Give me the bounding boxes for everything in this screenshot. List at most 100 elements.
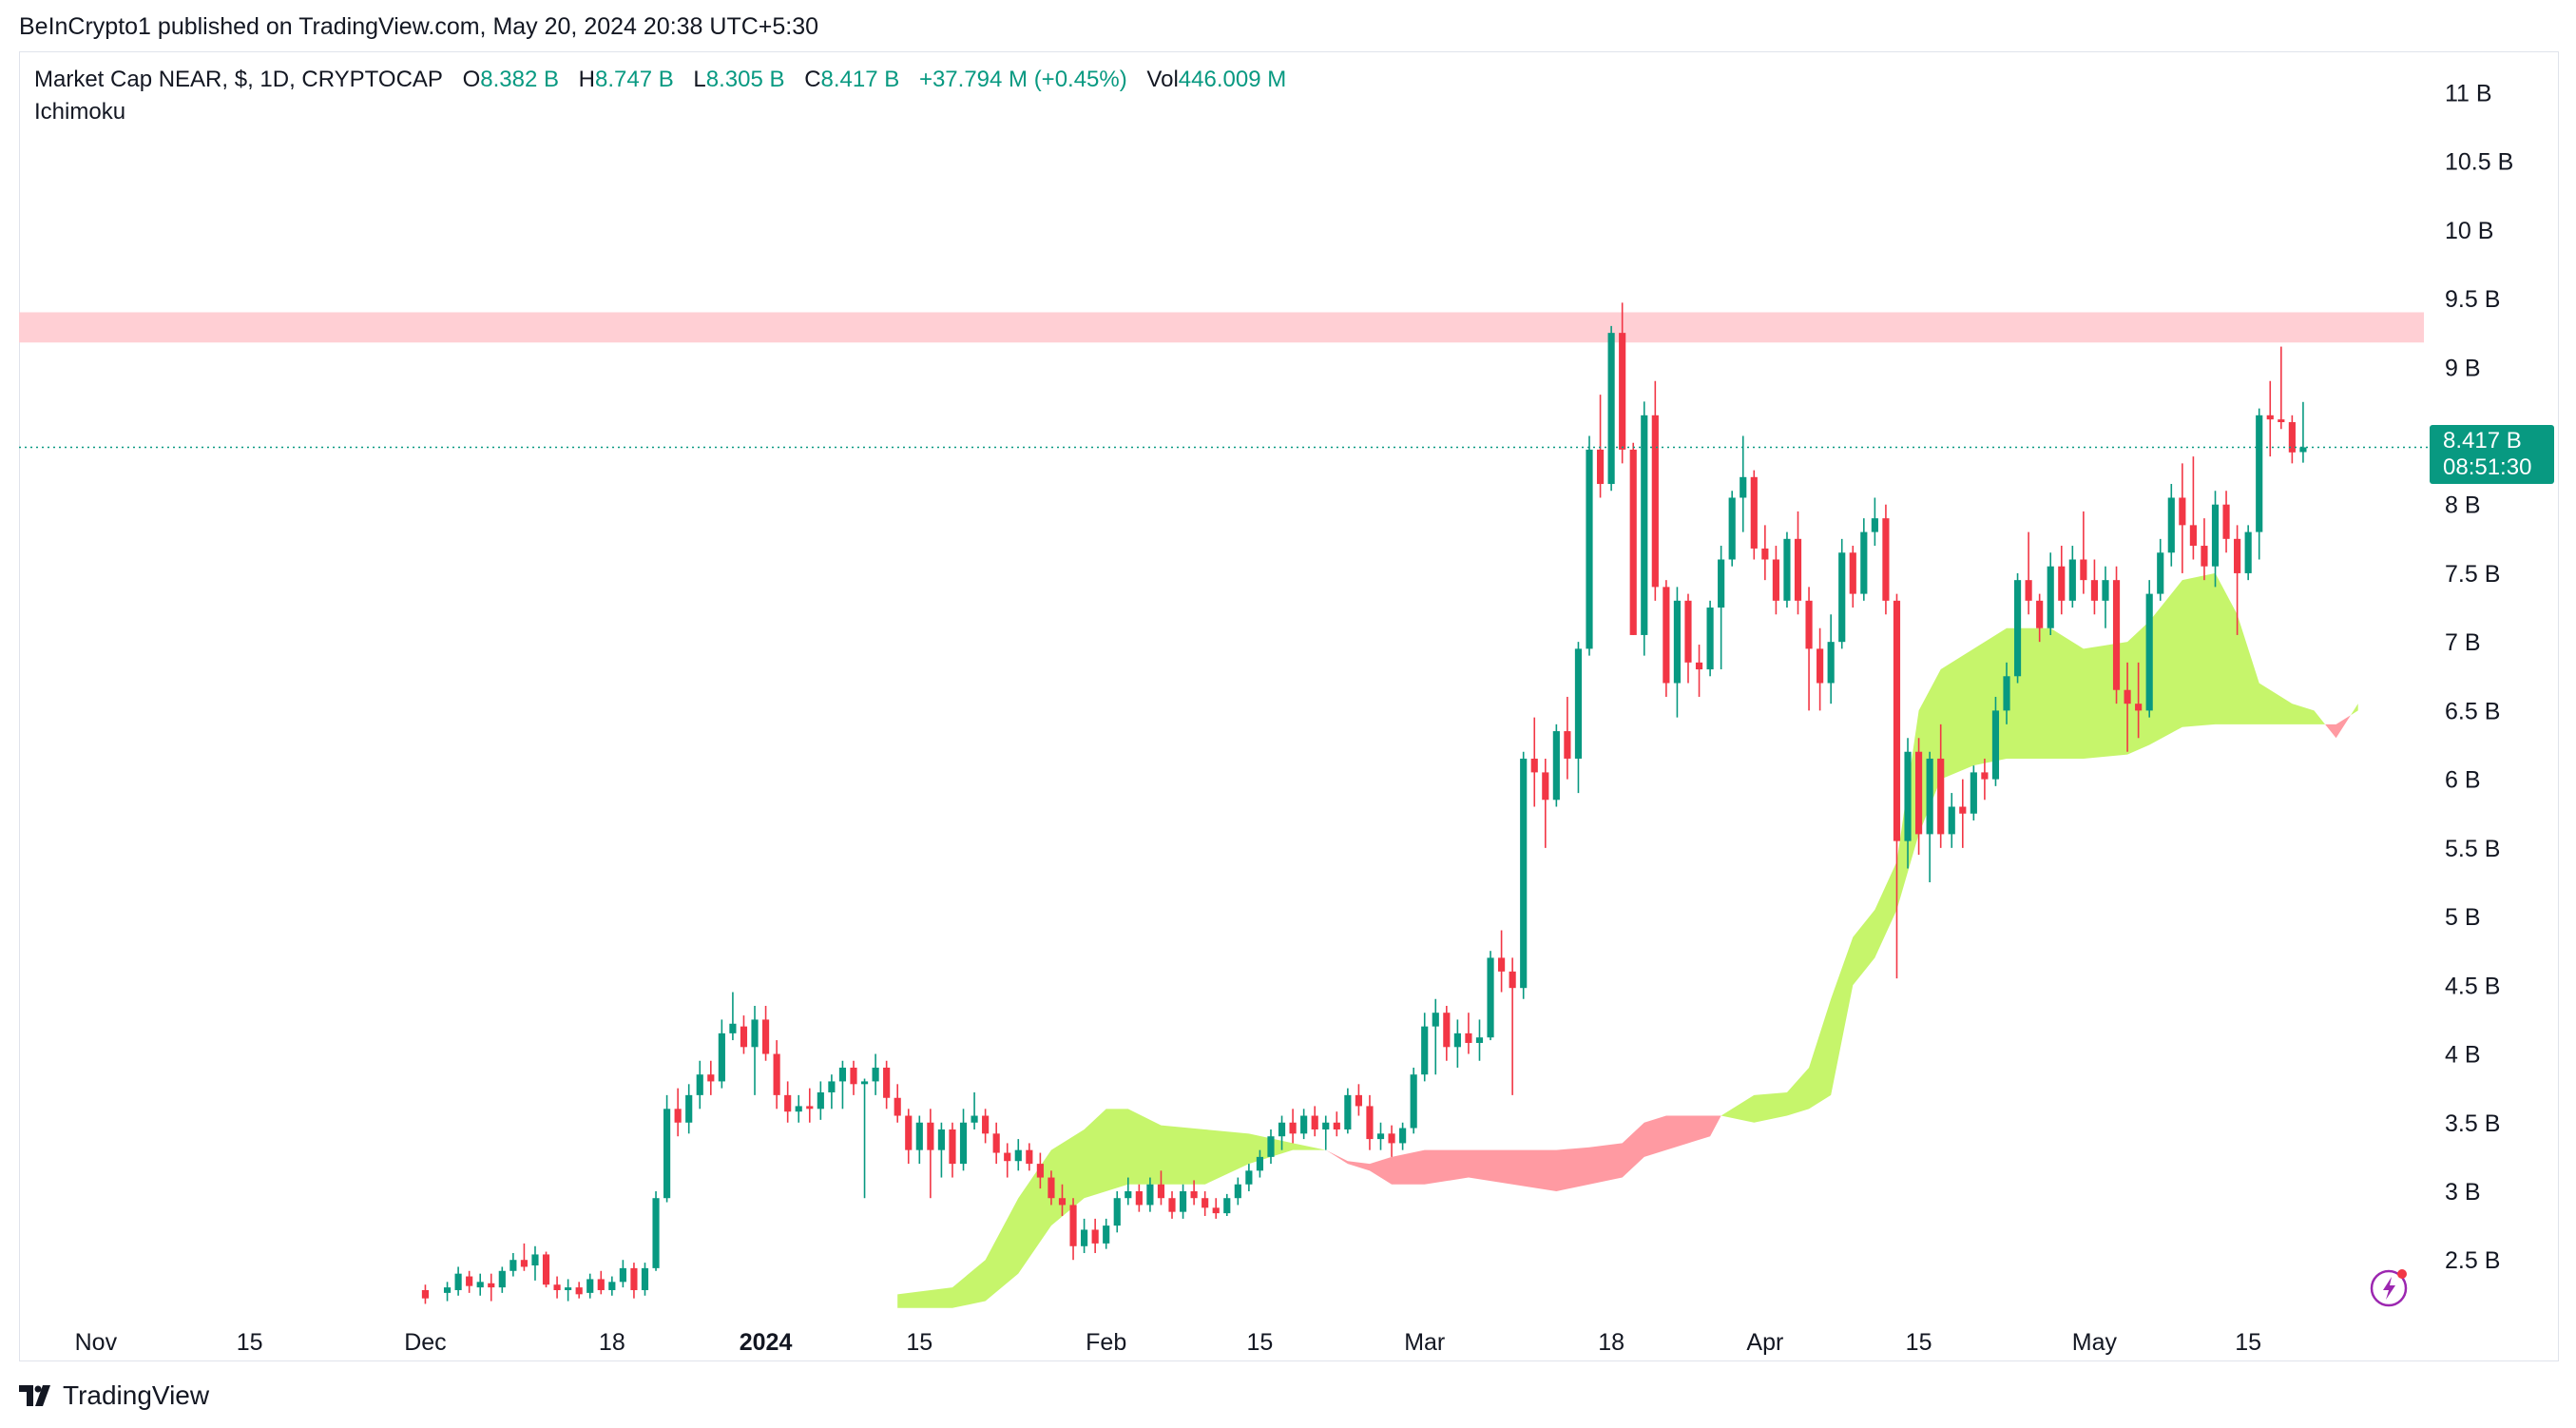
x-tick-label: 15 bbox=[237, 1329, 263, 1356]
candle bbox=[542, 1251, 550, 1288]
candle bbox=[2068, 546, 2076, 608]
candle bbox=[476, 1273, 484, 1296]
candle bbox=[2112, 566, 2121, 704]
close-label: C bbox=[804, 67, 821, 92]
candle bbox=[608, 1276, 616, 1296]
candle bbox=[883, 1060, 891, 1110]
candle bbox=[2222, 491, 2230, 553]
candle bbox=[2278, 346, 2285, 430]
candle bbox=[2145, 580, 2153, 718]
candle bbox=[1663, 580, 1670, 697]
y-tick-label: 9 B bbox=[2445, 355, 2481, 381]
x-tick-label: 2024 bbox=[740, 1329, 793, 1356]
resistance-zone-layer bbox=[19, 312, 2424, 343]
y-tick-label: 11 B bbox=[2445, 80, 2492, 106]
candle bbox=[927, 1109, 934, 1199]
candle bbox=[1103, 1218, 1110, 1249]
candle bbox=[466, 1270, 473, 1293]
x-tick-label: 15 bbox=[1247, 1329, 1274, 1356]
candle bbox=[1574, 642, 1583, 794]
candle bbox=[1376, 1122, 1385, 1150]
low-label: L bbox=[693, 67, 706, 92]
candle bbox=[2299, 401, 2307, 463]
candle bbox=[1893, 593, 1901, 979]
candle bbox=[597, 1270, 605, 1295]
candle bbox=[1366, 1094, 1374, 1150]
candle bbox=[1399, 1122, 1407, 1150]
candle bbox=[553, 1276, 561, 1299]
lightning-icon[interactable] bbox=[2369, 1264, 2413, 1308]
candle bbox=[2201, 518, 2208, 581]
candle bbox=[2058, 546, 2066, 615]
open-value: 8.382 B bbox=[480, 67, 559, 92]
x-tick-label: 15 bbox=[906, 1329, 932, 1356]
y-tick-label: 5 B bbox=[2445, 904, 2481, 931]
candle bbox=[1311, 1106, 1318, 1137]
symbol-label[interactable]: Market Cap NEAR, $, 1D, CRYPTOCAP bbox=[34, 67, 443, 92]
candle bbox=[1058, 1184, 1067, 1216]
candle bbox=[1794, 511, 1802, 615]
candle bbox=[937, 1122, 945, 1178]
x-tick-label: Feb bbox=[1086, 1329, 1126, 1356]
x-tick-label: May bbox=[2072, 1329, 2118, 1356]
candle bbox=[905, 1109, 913, 1165]
indicator-label[interactable]: Ichimoku bbox=[34, 99, 126, 125]
low-value: 8.305 B bbox=[705, 67, 785, 92]
y-tick-label: 2.5 B bbox=[2445, 1247, 2500, 1274]
candle bbox=[1344, 1088, 1352, 1134]
candle bbox=[1849, 546, 1856, 608]
change-value: +37.794 M (+0.45%) bbox=[918, 67, 1127, 92]
candle bbox=[1542, 758, 1549, 848]
ohlc-legend[interactable]: Market Cap NEAR, $, 1D, CRYPTOCAP O8.382… bbox=[34, 67, 1286, 93]
y-tick-label: 4.5 B bbox=[2445, 973, 2500, 999]
candle bbox=[1322, 1115, 1330, 1150]
candle bbox=[1453, 1019, 1461, 1068]
candle bbox=[838, 1060, 847, 1110]
candle bbox=[1135, 1184, 1143, 1212]
candle bbox=[575, 1282, 583, 1299]
candle bbox=[520, 1243, 528, 1271]
candle bbox=[2036, 593, 2044, 643]
candle bbox=[2047, 552, 2054, 635]
candle bbox=[1750, 470, 1758, 560]
candle bbox=[1487, 951, 1494, 1041]
candle bbox=[1421, 1013, 1429, 1082]
candle bbox=[992, 1122, 1000, 1165]
candle bbox=[1586, 435, 1593, 656]
y-tick-label: 7.5 B bbox=[2445, 561, 2500, 588]
open-label: O bbox=[462, 67, 481, 92]
candle bbox=[718, 1019, 725, 1089]
candle bbox=[1651, 380, 1659, 601]
y-tick-label: 3.5 B bbox=[2445, 1110, 2500, 1137]
y-tick-label: 10 B bbox=[2445, 218, 2493, 244]
x-tick-label: Dec bbox=[404, 1329, 446, 1356]
candle bbox=[498, 1266, 506, 1293]
candle bbox=[915, 1115, 923, 1165]
y-tick-label: 10.5 B bbox=[2445, 149, 2513, 176]
candle bbox=[641, 1263, 649, 1296]
candle bbox=[696, 1060, 703, 1110]
candle bbox=[443, 1282, 452, 1302]
candle bbox=[2211, 491, 2220, 588]
candle bbox=[685, 1084, 693, 1134]
candle bbox=[1838, 538, 1846, 649]
candle bbox=[1179, 1184, 1187, 1219]
candle bbox=[1113, 1190, 1121, 1233]
candle bbox=[1783, 531, 1791, 608]
candle bbox=[729, 992, 737, 1041]
candle bbox=[1201, 1190, 1209, 1216]
candle bbox=[949, 1122, 956, 1178]
candle bbox=[2135, 662, 2143, 739]
candle bbox=[806, 1088, 814, 1123]
volume-label: Vol bbox=[1146, 67, 1179, 92]
x-tick-label: 18 bbox=[1598, 1329, 1624, 1356]
candle bbox=[2025, 531, 2032, 615]
x-tick-label: 15 bbox=[2235, 1329, 2261, 1356]
footer-brand[interactable]: TradingView bbox=[19, 1380, 209, 1411]
y-tick-label: 6.5 B bbox=[2445, 698, 2500, 724]
candle bbox=[1168, 1190, 1176, 1219]
candle bbox=[1641, 401, 1648, 656]
candle bbox=[2189, 456, 2197, 560]
candle bbox=[2167, 484, 2175, 567]
